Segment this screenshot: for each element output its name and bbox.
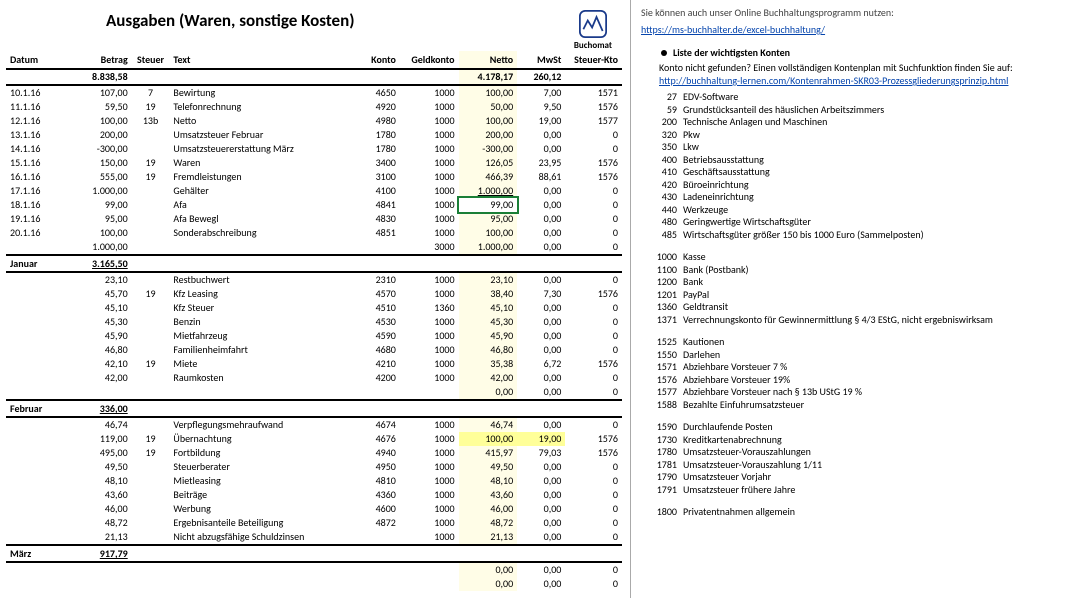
account-row: 1791Umsatzsteuer frühere Jahre <box>641 484 1070 497</box>
col-betrag[interactable]: Betrag <box>65 51 132 69</box>
table-row[interactable]: 13.1.16200,00Umsatzsteuer Februar1780100… <box>6 128 622 142</box>
account-row: 1200Bank <box>641 276 1070 289</box>
account-row: 1000Kasse <box>641 251 1070 264</box>
page-title: Ausgaben (Waren, sonstige Kosten) <box>106 10 355 31</box>
month-februar-row: Februar336,00 <box>6 400 622 417</box>
table-header-row: Datum Betrag Steuer Text Konto Geldkonto… <box>6 51 622 69</box>
table-row[interactable]: 15.1.16150,0019Waren34001000126,0523,951… <box>6 156 622 170</box>
account-row: 1360Geldtransit <box>641 301 1070 314</box>
table-row[interactable]: 45,7019Kfz Leasing4570100038,407,301576 <box>6 287 622 301</box>
account-row: 320Pkw <box>641 129 1070 142</box>
selected-cell[interactable]: 99,00 <box>459 198 518 212</box>
table-row[interactable]: 1.000,0030001.000,000,000 <box>6 240 622 255</box>
total-betrag: 8.838,58 <box>65 69 132 85</box>
account-row: 1780Umsatzsteuer-Vorauszahlungen <box>641 446 1070 459</box>
expenses-table: Datum Betrag Steuer Text Konto Geldkonto… <box>6 51 622 591</box>
table-row[interactable]: 14.1.16-300,00Umsatzsteuererstattung Mär… <box>6 142 622 156</box>
table-row[interactable]: 12.1.16100,0013bNetto49801000100,0019,00… <box>6 114 622 128</box>
table-row[interactable]: 11.1.1659,5019Telefonrechnung4920100050,… <box>6 100 622 114</box>
table-row[interactable]: 19.1.1695,00Afa Bewegl4830100095,000,000 <box>6 212 622 226</box>
account-row: 480Geringwertige Wirtschaftsgüter <box>641 216 1070 229</box>
table-row[interactable]: 43,60Beiträge4360100043,600,000 <box>6 488 622 502</box>
table-row[interactable]: 17.1.161.000,00Gehälter410010001.000,000… <box>6 184 622 198</box>
table-row[interactable]: 119,0019Übernachtung46761000100,0019,001… <box>6 432 622 446</box>
table-row[interactable]: 495,0019Fortbildung49401000415,9779,0315… <box>6 446 622 460</box>
accounts-header: Liste der wichtigsten Konten <box>659 46 1070 59</box>
table-row[interactable]: 20.1.16100,00Sonderabschreibung485110001… <box>6 226 622 240</box>
account-row: 430Ladeneinrichtung <box>641 191 1070 204</box>
table-row[interactable]: 0,000,000 <box>6 577 622 591</box>
table-row[interactable]: 46,80Familienheimfahrt4680100046,800,000 <box>6 343 622 357</box>
accounts-subtext: Konto nicht gefunden? Einen vollständige… <box>659 61 1070 74</box>
table-row[interactable]: 0,000,000 <box>6 562 622 577</box>
table-row[interactable]: 16.1.16555,0019Fremdleistungen3100100046… <box>6 170 622 184</box>
account-row: 1525Kautionen <box>641 336 1070 349</box>
expenses-panel: Ausgaben (Waren, sonstige Kosten) Buchom… <box>0 0 630 598</box>
account-row: 350Lkw <box>641 141 1070 154</box>
table-row[interactable]: 45,30Benzin4530100045,300,000 <box>6 315 622 329</box>
table-row[interactable]: 42,00Raumkosten4200100042,000,000 <box>6 371 622 385</box>
col-steuerkto[interactable]: Steuer-Kto <box>565 51 622 69</box>
col-konto[interactable]: Konto <box>348 51 400 69</box>
page-root: Ausgaben (Waren, sonstige Kosten) Buchom… <box>0 0 1080 598</box>
month-januar-row: Januar3.165,50 <box>6 255 622 272</box>
table-row[interactable]: 0,000,000 <box>6 385 622 400</box>
col-datum[interactable]: Datum <box>6 51 65 69</box>
col-geldkonto[interactable]: Geldkonto <box>400 51 459 69</box>
brand-name: Buchomat <box>574 40 612 51</box>
brand-logo: Buchomat <box>574 10 622 51</box>
account-row: 1571Abziehbare Vorsteuer 7 % <box>641 361 1070 374</box>
table-row[interactable]: 23,10Restbuchwert2310100023,100,000 <box>6 272 622 287</box>
col-netto[interactable]: Netto <box>459 51 518 69</box>
kontenplan-link[interactable]: http://buchhaltung-lernen.com/Kontenrahm… <box>659 74 1070 87</box>
account-row: 1588Bezahlte Einfuhrumsatzsteuer <box>641 399 1070 412</box>
col-mwst[interactable]: MwSt <box>517 51 565 69</box>
account-row: 200Technische Anlagen und Maschinen <box>641 116 1070 129</box>
table-row[interactable]: 48,72Ergebnisanteile Beteiligung48721000… <box>6 516 622 530</box>
account-row: 1577Abziehbare Vorsteuer nach § 13b UStG… <box>641 386 1070 399</box>
account-row: 27EDV-Software <box>641 91 1070 104</box>
table-row[interactable]: 46,74Verpflegungsmehraufwand4674100046,7… <box>6 417 622 432</box>
table-row[interactable]: 18.1.1699,00Afa4841100099,000,000 <box>6 198 622 212</box>
col-steuer[interactable]: Steuer <box>132 51 170 69</box>
col-text[interactable]: Text <box>169 51 347 69</box>
table-row[interactable]: 42,1019Miete4210100035,386,721576 <box>6 357 622 371</box>
account-row: 1800Privatentnahmen allgemein <box>641 506 1070 519</box>
account-row: 1590Durchlaufende Posten <box>641 421 1070 434</box>
table-row[interactable]: 49,50Steuerberater4950100049,500,000 <box>6 460 622 474</box>
table-row[interactable]: 10.1.16107,007Bewirtung46501000100,007,0… <box>6 85 622 100</box>
accounts-panel: Sie können auch unser Online Buchhaltung… <box>630 0 1080 598</box>
header-totals-row: 8.838,58 4.178,17 260,12 <box>6 69 622 85</box>
bullet-icon <box>659 48 669 58</box>
table-row[interactable]: 48,10Mietleasing4810100048,100,000 <box>6 474 622 488</box>
account-row: 485Wirtschaftsgüter größer 150 bis 1000 … <box>641 229 1070 242</box>
account-row: 410Geschäftsausstattung <box>641 166 1070 179</box>
month-maerz-row: März917,79 <box>6 545 622 562</box>
table-row[interactable]: 46,00Werbung4600100046,000,000 <box>6 502 622 516</box>
product-link[interactable]: https://ms-buchhalter.de/excel-buchhaltu… <box>641 23 1070 36</box>
table-row[interactable]: 21,13Nicht abzugsfähige Schuldzinsen1000… <box>6 530 622 545</box>
account-row: 1790Umsatzsteuer Vorjahr <box>641 471 1070 484</box>
total-netto: 4.178,17 <box>459 69 518 85</box>
account-row: 1371Verrechnungskonto für Gewinnermittlu… <box>641 314 1070 327</box>
total-mwst: 260,12 <box>517 69 565 85</box>
table-row[interactable]: 45,10Kfz Steuer4510136045,100,000 <box>6 301 622 315</box>
table-row[interactable]: 45,90Mietfahrzeug4590100045,900,000 <box>6 329 622 343</box>
logo-icon <box>579 10 607 38</box>
account-row: 1100Bank (Postbank) <box>641 264 1070 277</box>
accounts-title: Liste der wichtigsten Konten <box>673 46 790 59</box>
note-text: Sie können auch unser Online Buchhaltung… <box>641 6 1070 19</box>
